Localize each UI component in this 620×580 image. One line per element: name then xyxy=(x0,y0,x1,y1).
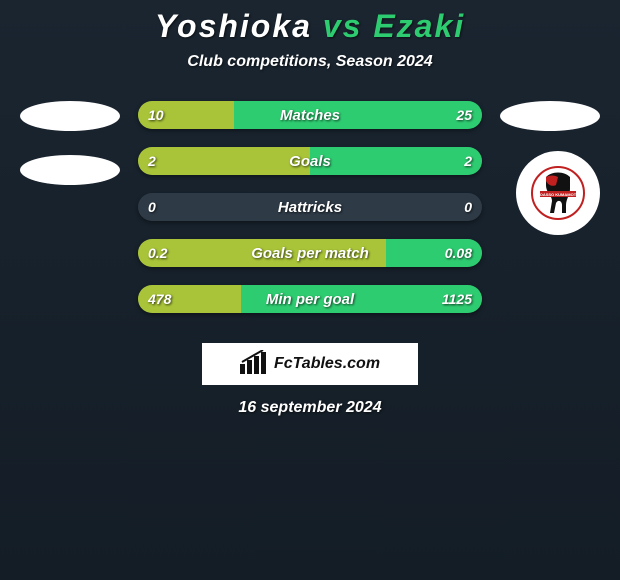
stat-bar: 00Hattricks xyxy=(138,193,482,221)
stat-bar: 22Goals xyxy=(138,147,482,175)
bar-label: Goals xyxy=(138,147,482,175)
brand-box[interactable]: FcTables.com xyxy=(202,343,418,385)
svg-text:ROASSO KUMAMOTO: ROASSO KUMAMOTO xyxy=(537,192,579,197)
comparison-container: Yoshioka vs Ezaki Club competitions, Sea… xyxy=(0,0,620,417)
comparison-area: ROASSO KUMAMOTO 1025Matches 22Goals 00Hatt… xyxy=(0,101,620,313)
horse-crest-icon: ROASSO KUMAMOTO xyxy=(530,165,586,221)
left-badges xyxy=(20,101,120,209)
player-badge xyxy=(20,101,120,131)
stat-bar: 0.20.08Goals per match xyxy=(138,239,482,267)
page-title: Yoshioka vs Ezaki xyxy=(155,8,465,45)
stat-bar: 1025Matches xyxy=(138,101,482,129)
date-label: 16 september 2024 xyxy=(238,399,381,417)
stat-bar: 4781125Min per goal xyxy=(138,285,482,313)
club-badge-circle: ROASSO KUMAMOTO xyxy=(516,151,600,235)
bar-label: Hattricks xyxy=(138,193,482,221)
vs-label: vs xyxy=(323,8,363,44)
bar-label: Min per goal xyxy=(138,285,482,313)
stat-bars: 1025Matches 22Goals 00Hattricks 0.20.08Goal… xyxy=(138,101,482,313)
bar-label: Matches xyxy=(138,101,482,129)
subtitle: Club competitions, Season 2024 xyxy=(187,53,432,71)
player1-name: Yoshioka xyxy=(155,8,312,44)
player-badge xyxy=(500,101,600,131)
club-badge xyxy=(20,155,120,185)
player2-name: Ezaki xyxy=(373,8,465,44)
right-badges: ROASSO KUMAMOTO xyxy=(500,101,600,155)
brand-chart-icon xyxy=(240,350,268,379)
brand-text: FcTables.com xyxy=(274,355,380,373)
bar-label: Goals per match xyxy=(138,239,482,267)
